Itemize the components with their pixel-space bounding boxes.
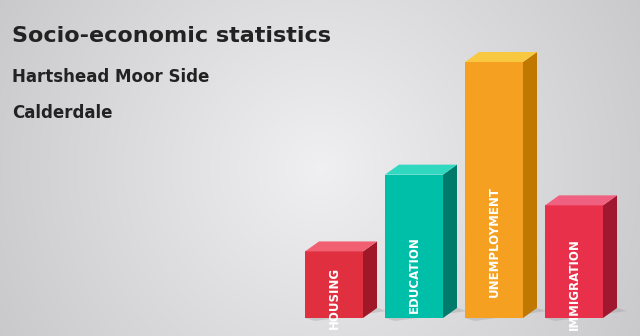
Text: EDUCATION: EDUCATION — [408, 237, 420, 313]
Polygon shape — [385, 308, 467, 321]
Text: Calderdale: Calderdale — [12, 104, 113, 122]
Polygon shape — [305, 308, 387, 321]
Polygon shape — [363, 242, 377, 318]
Polygon shape — [465, 308, 547, 321]
Polygon shape — [545, 205, 603, 318]
Text: HOUSING: HOUSING — [328, 267, 340, 329]
Text: Hartshead Moor Side: Hartshead Moor Side — [12, 68, 209, 86]
Polygon shape — [523, 52, 537, 318]
Polygon shape — [443, 165, 457, 318]
Polygon shape — [545, 195, 617, 205]
Polygon shape — [385, 175, 443, 318]
Polygon shape — [545, 308, 627, 321]
Polygon shape — [465, 52, 537, 62]
Text: IMMIGRATION: IMMIGRATION — [568, 238, 580, 330]
Polygon shape — [305, 242, 377, 251]
Text: UNEMPLOYMENT: UNEMPLOYMENT — [488, 186, 500, 297]
Polygon shape — [465, 62, 523, 318]
Polygon shape — [385, 165, 457, 175]
Polygon shape — [603, 195, 617, 318]
Polygon shape — [305, 251, 363, 318]
Text: Socio-economic statistics: Socio-economic statistics — [12, 26, 331, 46]
